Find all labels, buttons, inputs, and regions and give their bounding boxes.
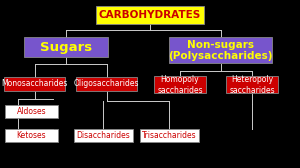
FancyBboxPatch shape	[74, 129, 133, 141]
FancyBboxPatch shape	[154, 76, 206, 93]
Text: Aldoses: Aldoses	[17, 107, 46, 116]
Text: CARBOHYDRATES: CARBOHYDRATES	[99, 10, 201, 20]
Text: Sugars: Sugars	[40, 40, 92, 54]
Text: Heteropoly
saccharides: Heteropoly saccharides	[229, 75, 275, 95]
FancyBboxPatch shape	[169, 37, 272, 64]
FancyBboxPatch shape	[226, 76, 278, 93]
FancyBboxPatch shape	[24, 37, 108, 57]
FancyBboxPatch shape	[5, 129, 58, 141]
Text: Oligosaccharides: Oligosaccharides	[74, 79, 139, 89]
FancyBboxPatch shape	[76, 77, 137, 91]
FancyBboxPatch shape	[96, 6, 204, 24]
Text: Ketoses: Ketoses	[17, 131, 46, 140]
FancyBboxPatch shape	[4, 77, 65, 91]
FancyBboxPatch shape	[5, 106, 58, 118]
Text: Trisaccharides: Trisaccharides	[142, 131, 197, 140]
FancyBboxPatch shape	[140, 129, 199, 141]
Text: Homopoly
saccharides: Homopoly saccharides	[157, 75, 203, 95]
Text: Non-sugars
(Polysaccharides): Non-sugars (Polysaccharides)	[168, 40, 273, 61]
Text: Disaccharides: Disaccharides	[76, 131, 130, 140]
Text: Monosaccharides: Monosaccharides	[1, 79, 68, 89]
